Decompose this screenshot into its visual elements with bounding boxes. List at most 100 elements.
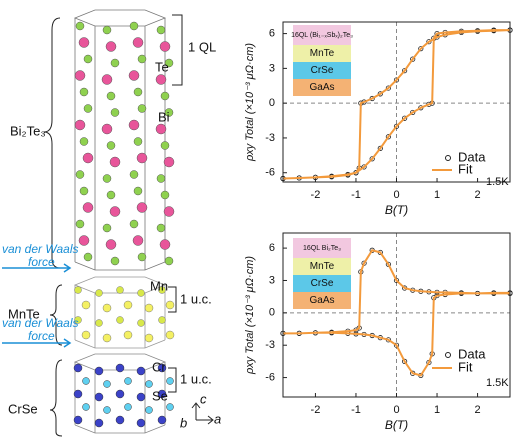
atom — [103, 380, 111, 388]
atom — [137, 319, 145, 327]
atom — [155, 74, 167, 85]
layer — [293, 25, 351, 45]
atom — [136, 418, 146, 428]
atom — [101, 123, 113, 135]
layer — [293, 275, 351, 292]
x-tick-label: 1 — [434, 189, 440, 201]
y-tick-label: -3 — [265, 132, 275, 144]
atom — [82, 403, 90, 411]
atom — [160, 141, 170, 150]
atom — [106, 190, 116, 200]
atom — [75, 170, 85, 179]
atom — [129, 219, 139, 229]
atom — [156, 223, 166, 233]
cell-edge — [73, 276, 167, 349]
atom — [163, 206, 175, 217]
atom — [159, 41, 171, 52]
atom — [95, 289, 103, 297]
atom — [137, 289, 145, 297]
label: c — [200, 391, 207, 406]
legend-label: Data — [458, 149, 486, 164]
atom — [110, 256, 120, 266]
label: CrSe — [8, 401, 38, 416]
atom — [163, 156, 175, 168]
atom — [160, 91, 170, 101]
atom — [160, 190, 170, 200]
y-tick-label: 3 — [269, 62, 275, 74]
atom — [133, 186, 143, 196]
atom — [82, 202, 94, 213]
data-point — [361, 164, 367, 170]
atom — [103, 406, 111, 414]
atom — [123, 330, 133, 340]
layer-label: MnTe — [310, 48, 335, 59]
label: a — [214, 411, 221, 426]
atom — [166, 377, 174, 385]
atom — [124, 403, 132, 411]
atom — [102, 25, 112, 35]
atom — [115, 389, 125, 399]
atom — [75, 219, 85, 229]
bracket — [168, 367, 177, 393]
atom — [79, 186, 89, 196]
atom — [132, 37, 144, 48]
atom — [83, 252, 93, 262]
layer-label: CrSe — [311, 278, 334, 289]
atom — [157, 415, 167, 425]
data-point — [402, 68, 408, 74]
atom — [102, 223, 112, 233]
legend-label: Fit — [458, 359, 473, 374]
atom — [82, 152, 94, 164]
atom — [166, 403, 174, 411]
atom — [78, 37, 90, 48]
layer — [293, 238, 351, 258]
atom — [102, 333, 112, 343]
x-tick-label: 2 — [475, 189, 481, 201]
x-tick-label: 0 — [393, 189, 399, 201]
chart: 16QL (Bi₁₋ₓSbₓ)₂Te₃ MnTe CrSe GaAs -2 -1 0 1 2 -6… — [244, 21, 513, 217]
brace — [49, 359, 63, 437]
atom — [156, 25, 166, 35]
layer — [293, 258, 351, 275]
y-tick-label: 6 — [269, 28, 275, 40]
x-tick-label: 1 — [434, 404, 440, 416]
plot-frame — [282, 232, 511, 398]
label: 1 u.c. — [180, 291, 212, 306]
atom — [94, 392, 104, 402]
crystal-structure — [73, 9, 175, 434]
label: 1 QL — [188, 39, 216, 54]
annotation: 1.5K — [486, 176, 509, 188]
atom — [110, 108, 120, 117]
label: 1 u.c. — [180, 371, 212, 386]
atom — [110, 58, 120, 68]
atom — [115, 363, 125, 373]
atom — [82, 377, 90, 385]
atom — [144, 303, 154, 313]
atom — [106, 141, 116, 150]
layer — [293, 292, 351, 309]
data-point — [369, 156, 375, 162]
atom — [165, 330, 175, 340]
atom — [136, 366, 146, 376]
y-tick-label: -6 — [265, 167, 275, 179]
data-point — [393, 77, 400, 83]
atom — [101, 74, 113, 85]
data-point — [385, 85, 391, 91]
layer-label: MnTe — [310, 261, 335, 272]
x-tick-label: -1 — [351, 404, 361, 416]
bracket — [172, 14, 183, 86]
atom — [115, 415, 125, 425]
atom — [109, 206, 121, 217]
label: force — [28, 255, 55, 269]
label: MnTe — [8, 306, 40, 321]
atom — [73, 363, 83, 373]
atom — [83, 104, 93, 113]
label: Te — [155, 59, 169, 74]
atom — [158, 316, 166, 324]
y-tick-label: 6 — [269, 242, 275, 254]
x-tick-label: -1 — [351, 189, 361, 201]
layer — [293, 79, 351, 96]
data-point — [377, 91, 383, 97]
